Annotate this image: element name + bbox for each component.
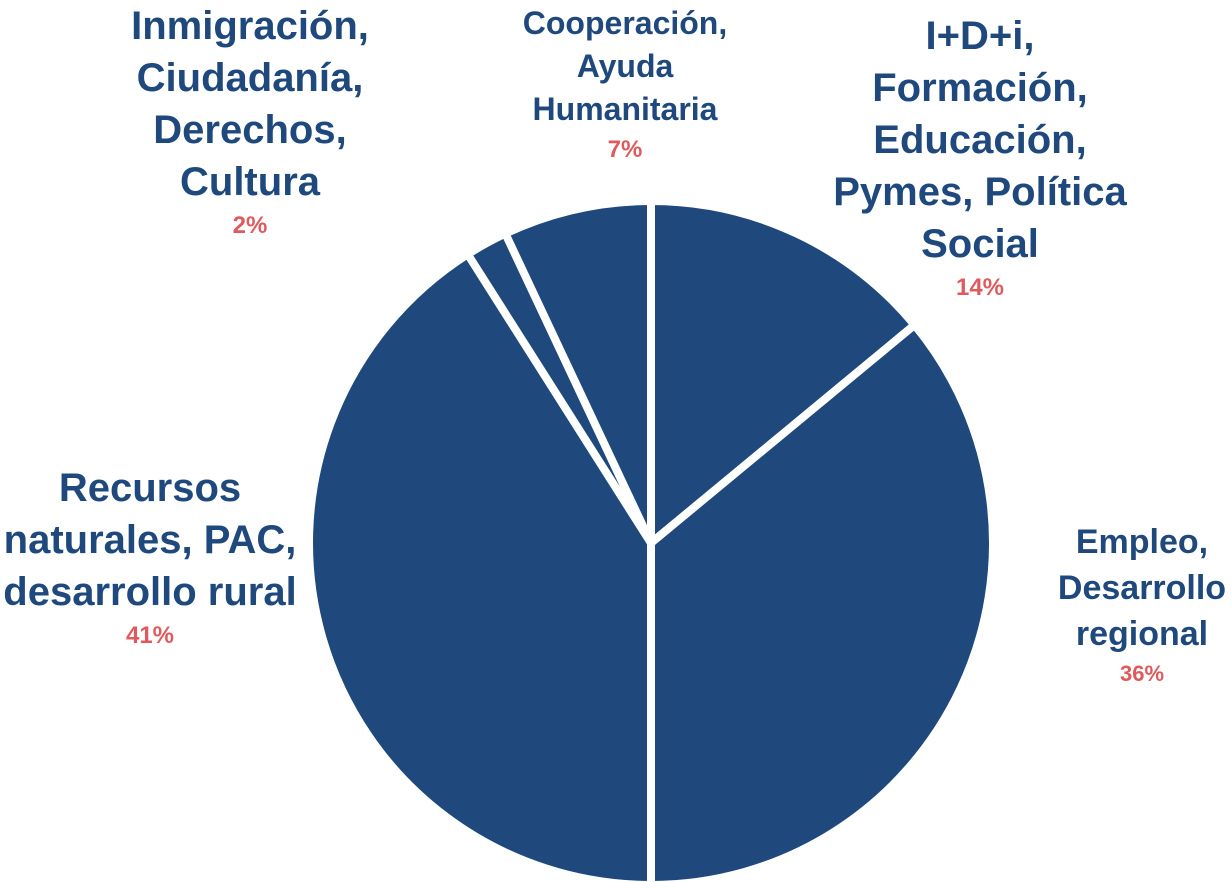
percent-label: 7% bbox=[607, 135, 643, 163]
category-label: I+D+i, Formación, Educación, Pymes, Polí… bbox=[833, 14, 1127, 266]
category-label: Inmigración, Ciudadanía, Derechos, Cultu… bbox=[131, 4, 369, 204]
pie-slice-4 bbox=[500, 196, 655, 545]
category-label: Cooperación, Ayuda Humanitaria bbox=[522, 5, 728, 128]
slice-label-cooperacion: Cooperación, Ayuda Humanitaria 7% bbox=[495, 2, 755, 165]
percent-label: 14% bbox=[955, 274, 1005, 301]
pie-slice-0 bbox=[647, 196, 921, 552]
slice-label-id-formacion: I+D+i, Formación, Educación, Pymes, Polí… bbox=[830, 10, 1130, 303]
percent-label: 2% bbox=[232, 212, 268, 239]
category-label: Recursos naturales, PAC, desarrollo rura… bbox=[3, 466, 297, 614]
pie-slices bbox=[305, 196, 997, 882]
percent-label: 36% bbox=[1119, 660, 1165, 686]
slice-label-inmigracion: Inmigración, Ciudadanía, Derechos, Cultu… bbox=[120, 0, 380, 241]
slice-label-recursos-naturales: Recursos naturales, PAC, desarrollo rura… bbox=[0, 462, 300, 651]
pie-slice-1 bbox=[647, 319, 997, 882]
percent-label: 41% bbox=[125, 622, 175, 649]
category-label: Empleo, Desarrollo regional bbox=[1057, 523, 1227, 653]
slice-label-empleo: Empleo, Desarrollo regional 36% bbox=[1022, 520, 1232, 688]
